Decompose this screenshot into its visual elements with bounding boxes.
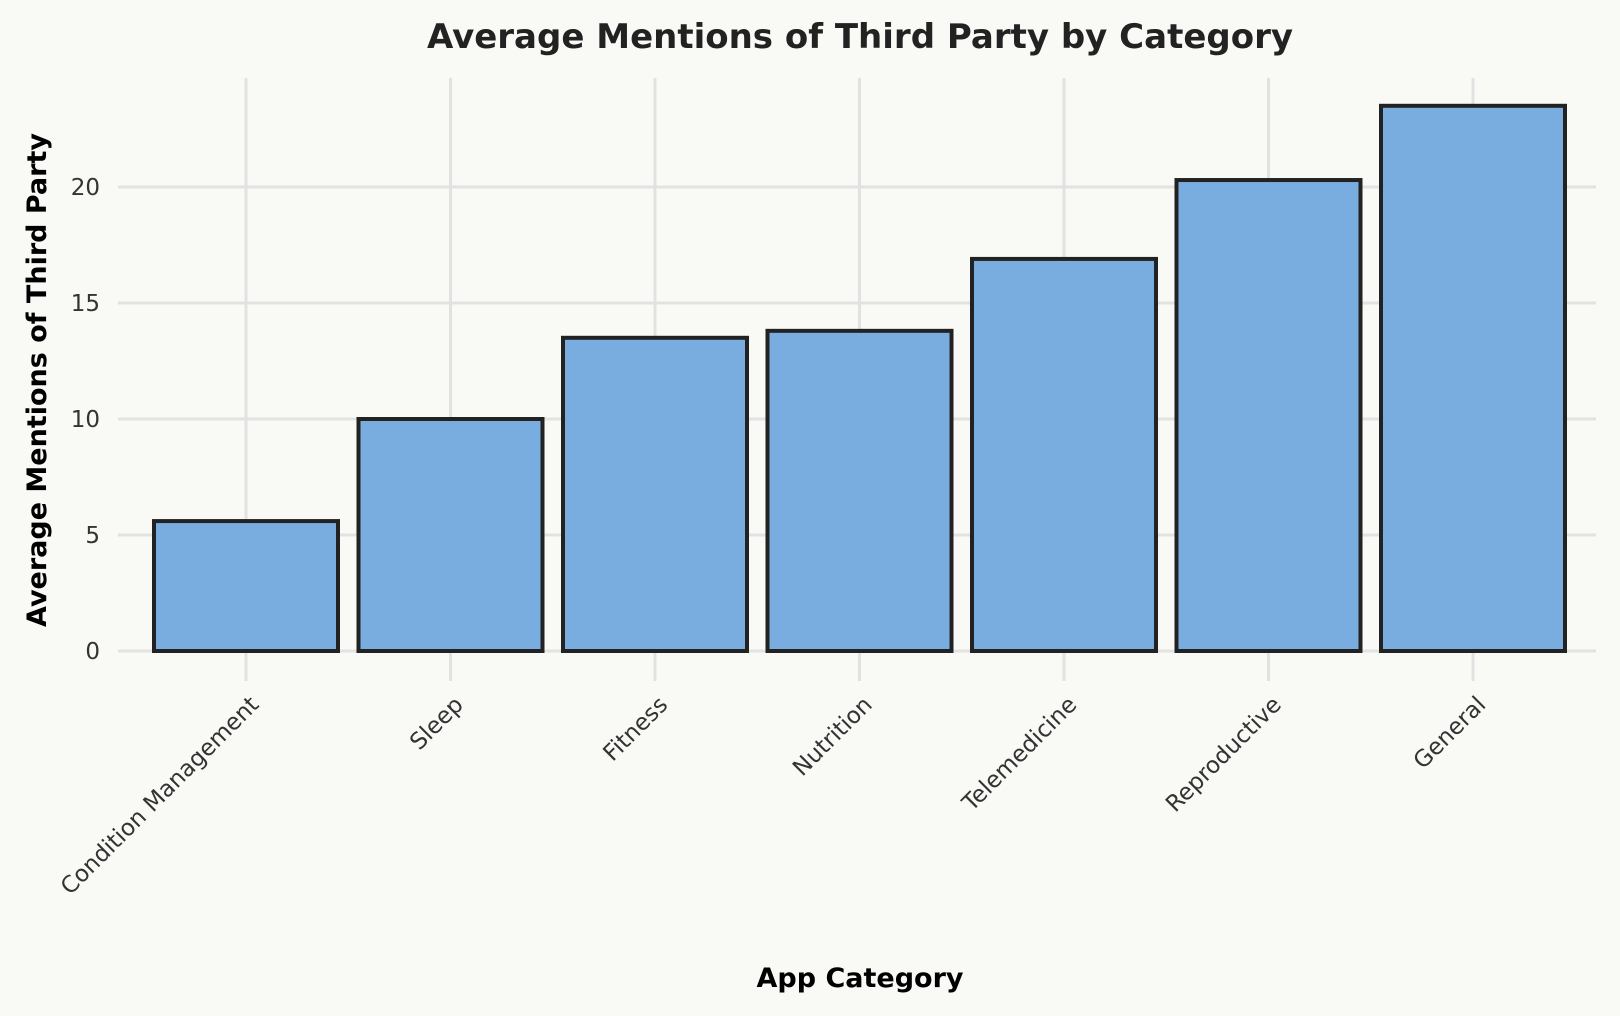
y-tick-label: 10 bbox=[71, 407, 100, 433]
y-tick-label: 20 bbox=[71, 175, 100, 201]
y-tick-label: 15 bbox=[71, 291, 100, 317]
bar-telemedicine bbox=[970, 256, 1158, 653]
bar-condition-management bbox=[152, 519, 340, 654]
y-tick-label: 5 bbox=[85, 523, 100, 549]
y-axis-label: Average Mentions of Third Party bbox=[22, 133, 53, 627]
y-tick-label: 0 bbox=[85, 639, 100, 665]
bar-nutrition bbox=[765, 328, 954, 653]
bar-general bbox=[1379, 103, 1567, 654]
bar-layer bbox=[152, 103, 1567, 654]
bar-fitness bbox=[561, 335, 749, 653]
bar-reproductive bbox=[1174, 178, 1363, 653]
x-axis-label: App Category bbox=[757, 963, 964, 994]
chart-title: Average Mentions of Third Party by Categ… bbox=[427, 17, 1293, 57]
bar-sleep bbox=[356, 417, 545, 653]
